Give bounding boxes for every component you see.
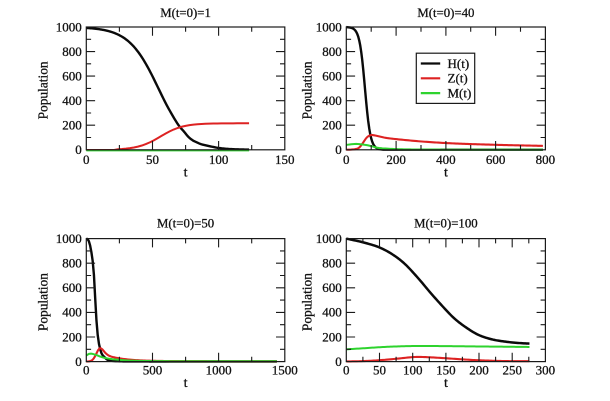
svg-text:500: 500 xyxy=(143,362,163,377)
svg-text:800: 800 xyxy=(62,256,82,271)
svg-text:50: 50 xyxy=(373,362,386,377)
svg-text:800: 800 xyxy=(322,256,342,271)
svg-text:Population: Population xyxy=(299,61,314,119)
svg-text:H(t): H(t) xyxy=(448,56,470,71)
svg-text:0: 0 xyxy=(335,142,342,157)
svg-text:M(t): M(t) xyxy=(448,86,472,101)
svg-text:200: 200 xyxy=(62,329,82,344)
svg-text:600: 600 xyxy=(486,152,506,167)
svg-text:1000: 1000 xyxy=(316,19,342,34)
svg-text:150: 150 xyxy=(275,152,295,167)
svg-text:200: 200 xyxy=(322,329,342,344)
svg-text:250: 250 xyxy=(502,362,522,377)
svg-text:t: t xyxy=(184,376,188,391)
svg-text:600: 600 xyxy=(62,280,82,295)
svg-text:1000: 1000 xyxy=(56,19,82,34)
svg-text:150: 150 xyxy=(436,362,456,377)
svg-text:1000: 1000 xyxy=(56,231,82,246)
svg-text:100: 100 xyxy=(403,362,423,377)
svg-text:300: 300 xyxy=(536,362,556,377)
svg-text:0: 0 xyxy=(75,142,82,157)
svg-text:0: 0 xyxy=(83,152,90,167)
svg-text:800: 800 xyxy=(62,44,82,59)
svg-text:100: 100 xyxy=(209,152,229,167)
svg-text:0: 0 xyxy=(335,354,342,369)
svg-text:Population: Population xyxy=(35,273,50,331)
svg-text:800: 800 xyxy=(322,44,342,59)
svg-text:400: 400 xyxy=(62,93,82,108)
svg-text:200: 200 xyxy=(322,118,342,133)
svg-text:0: 0 xyxy=(75,354,82,369)
svg-text:Z(t): Z(t) xyxy=(448,71,468,86)
svg-text:200: 200 xyxy=(62,118,82,133)
svg-text:200: 200 xyxy=(386,152,406,167)
svg-text:t: t xyxy=(444,166,448,181)
svg-text:400: 400 xyxy=(322,93,342,108)
svg-text:0: 0 xyxy=(343,152,350,167)
svg-text:600: 600 xyxy=(322,280,342,295)
svg-text:400: 400 xyxy=(62,305,82,320)
svg-text:400: 400 xyxy=(322,305,342,320)
svg-text:0: 0 xyxy=(343,362,350,377)
svg-text:M(t=0)=100: M(t=0)=100 xyxy=(414,216,478,230)
svg-text:800: 800 xyxy=(536,152,556,167)
svg-text:0: 0 xyxy=(83,362,90,377)
svg-text:200: 200 xyxy=(469,362,489,377)
svg-text:1000: 1000 xyxy=(206,362,232,377)
svg-text:1500: 1500 xyxy=(272,362,298,377)
svg-text:Population: Population xyxy=(299,273,314,331)
svg-text:600: 600 xyxy=(322,68,342,83)
svg-text:M(t=0)=40: M(t=0)=40 xyxy=(417,6,474,20)
svg-text:600: 600 xyxy=(62,68,82,83)
svg-text:M(t=0)=1: M(t=0)=1 xyxy=(160,6,211,20)
svg-text:M(t=0)=50: M(t=0)=50 xyxy=(157,216,214,230)
svg-text:50: 50 xyxy=(146,152,159,167)
svg-text:400: 400 xyxy=(436,152,456,167)
svg-text:t: t xyxy=(444,376,448,391)
svg-text:t: t xyxy=(184,166,188,181)
svg-text:1000: 1000 xyxy=(316,231,342,246)
svg-text:Population: Population xyxy=(35,61,50,119)
